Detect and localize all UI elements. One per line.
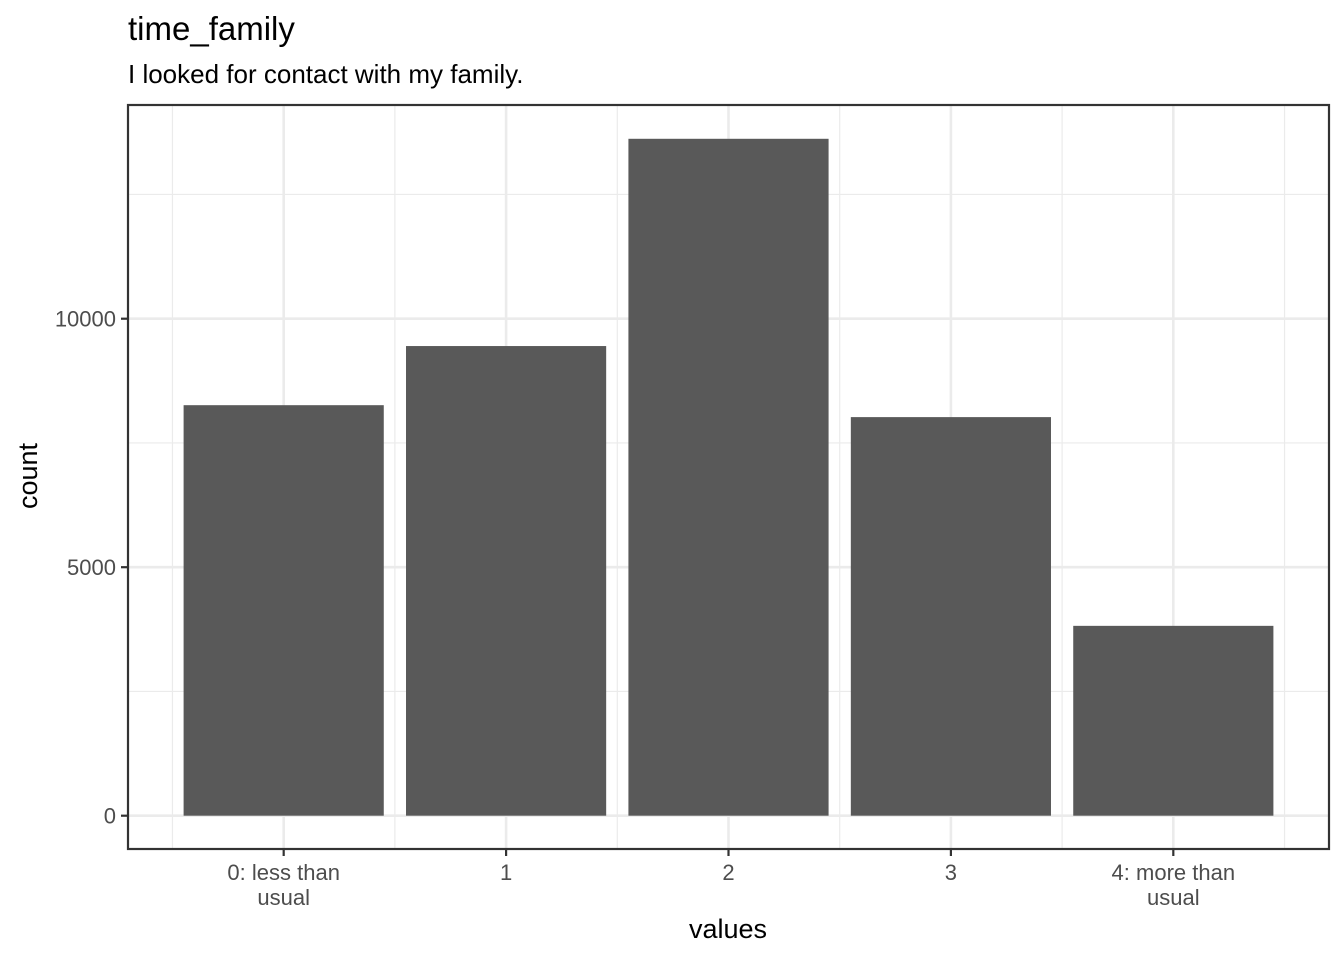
plot-panel bbox=[126, 103, 1331, 851]
y-axis: 0 5000 10000 bbox=[55, 307, 128, 829]
bar bbox=[850, 417, 1051, 816]
bar bbox=[183, 405, 384, 816]
x-tick-label: 2 bbox=[722, 860, 734, 885]
chart-title: time_family bbox=[128, 10, 295, 47]
y-tick-label: 5000 bbox=[67, 555, 116, 580]
x-tick-label: 3 bbox=[945, 860, 957, 885]
bar bbox=[406, 346, 607, 816]
x-tick-label: 4: more than usual bbox=[1112, 860, 1236, 910]
y-tick-label: 10000 bbox=[55, 307, 116, 332]
x-tick-label: 1 bbox=[500, 860, 512, 885]
x-axis-title: values bbox=[689, 914, 767, 944]
x-tick-label: 0: less than usual bbox=[227, 860, 340, 910]
bar bbox=[1073, 625, 1274, 816]
bar bbox=[628, 138, 829, 816]
y-tick-label: 0 bbox=[104, 804, 116, 829]
y-axis-title: count bbox=[13, 442, 43, 509]
chart-subtitle: I looked for contact with my family. bbox=[128, 59, 523, 89]
x-axis: 0: less than usual 1 2 3 4: more than usual bbox=[227, 849, 1235, 910]
